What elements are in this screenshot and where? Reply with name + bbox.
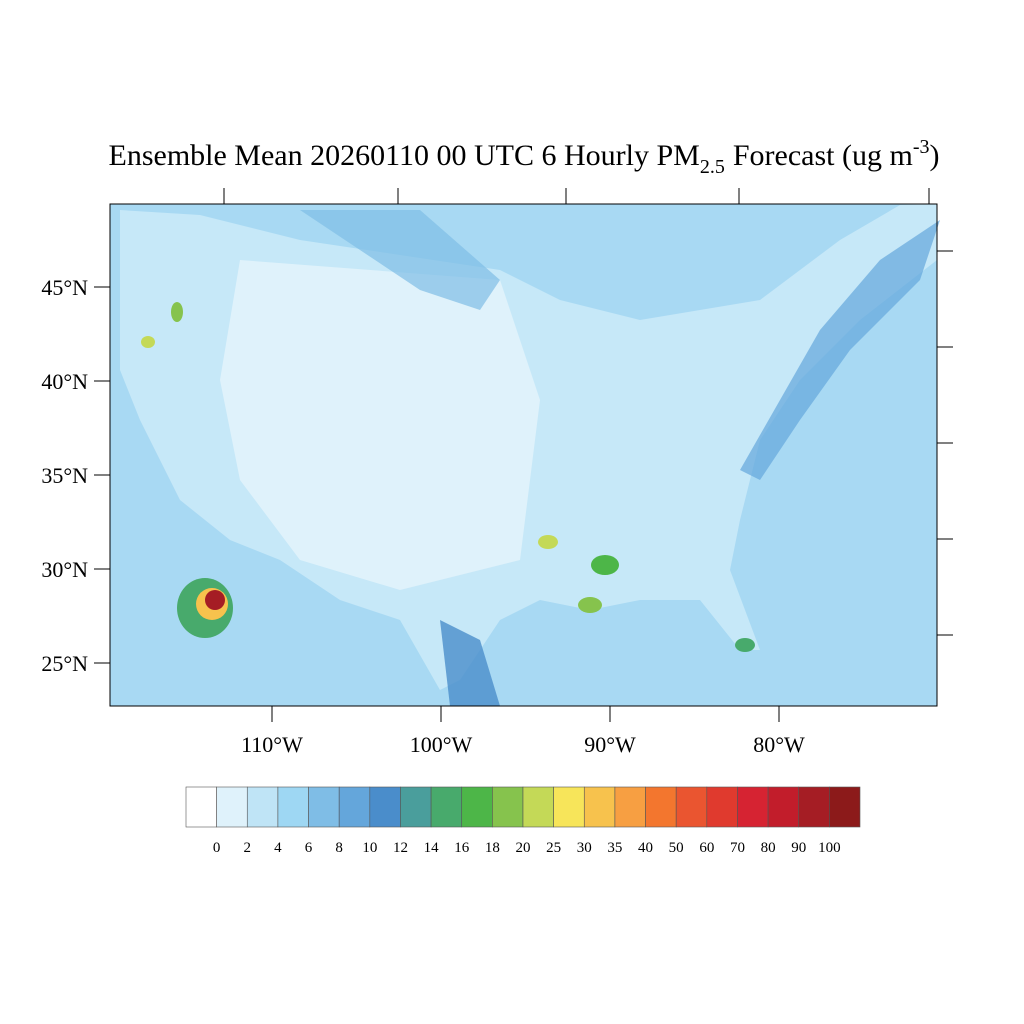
colorbar-label: 100 [818, 840, 841, 856]
colorbar-box [675, 786, 708, 828]
colorbar-label: 80 [761, 840, 776, 856]
lat-label: 40°N [41, 369, 88, 394]
colorbar-box [246, 786, 279, 828]
colorbar-label: 4 [274, 840, 282, 856]
colorbar-box [277, 786, 309, 828]
plume [740, 220, 940, 480]
colorbar-box [706, 786, 738, 828]
colorbar-label: 70 [730, 840, 745, 856]
colorbar-label: 12 [393, 840, 408, 856]
hotspot [735, 638, 755, 652]
colorbar-box [583, 786, 616, 828]
colorbar-label: 90 [791, 840, 806, 856]
colorbar-box [553, 786, 585, 828]
plume [440, 620, 500, 706]
colorbar-box [829, 786, 861, 828]
colorbar-box [798, 786, 830, 828]
map [109, 188, 953, 707]
colorbar-box [737, 786, 769, 828]
lon-label: 90°W [584, 732, 636, 757]
hotspot [171, 302, 183, 322]
hotspot [538, 535, 558, 549]
colorbar-label: 30 [577, 840, 592, 856]
colorbar-box [308, 786, 340, 828]
title: Ensemble Mean 20260110 00 UTC 6 Hourly P… [109, 136, 940, 178]
hotspot [141, 336, 155, 348]
colorbar-label: 40 [638, 840, 653, 856]
title-sup: -3 [913, 136, 930, 158]
lon-label: 110°W [241, 732, 303, 757]
title-rest: Forecast (ug m [733, 139, 913, 172]
title-sub: 2.5 [700, 156, 725, 178]
lat-label: 30°N [41, 557, 88, 582]
colorbar-label: 10 [362, 840, 377, 856]
colorbar: 0 2 4 6 8 10 12 14 16 18 20 25 30 35 40 50 60 70 80 90 100 [185, 786, 861, 856]
colorbar-box [338, 786, 371, 828]
colorbar-box [614, 786, 646, 828]
colorbar-box [645, 786, 677, 828]
colorbar-label: 0 [213, 840, 221, 856]
hotspot [578, 597, 602, 613]
colorbar-label: 60 [699, 840, 714, 856]
colorbar-label: 8 [335, 840, 343, 856]
colorbar-label: 20 [516, 840, 531, 856]
map-frame [109, 203, 938, 707]
colorbar-box [400, 786, 432, 828]
colorbar-label: 50 [669, 840, 684, 856]
colorbar-label: 18 [485, 840, 500, 856]
colorbar-box [216, 786, 248, 828]
colorbar-box [522, 786, 554, 828]
frame-ticks [223, 188, 953, 636]
lat-label: 35°N [41, 463, 88, 488]
colorbar-label: 35 [607, 840, 622, 856]
colorbar-box [430, 786, 463, 828]
colorbar-box [767, 786, 800, 828]
colorbar-label: 6 [305, 840, 313, 856]
colorbar-box [185, 786, 217, 828]
clean-air [220, 260, 540, 590]
lon-label: 100°W [410, 732, 473, 757]
lat-label: 45°N [41, 275, 88, 300]
lat-label: 25°N [41, 651, 88, 676]
colorbar-box [461, 786, 493, 828]
axes: 45°N 40°N 35°N 30°N 25°N 110°W 100°W 90°W 80°W [41, 275, 805, 757]
hotspot [205, 590, 225, 610]
hotspot [591, 555, 619, 575]
title-end: ) [929, 139, 939, 172]
colorbar-box [492, 786, 524, 828]
colorbar-label: 25 [546, 840, 561, 856]
colorbar-box [369, 786, 401, 828]
colorbar-label: 14 [424, 840, 440, 856]
colorbar-label: 2 [244, 840, 252, 856]
lon-label: 80°W [753, 732, 805, 757]
plume [300, 210, 500, 310]
title-main: Ensemble Mean 20260110 00 UTC 6 Hourly P… [109, 139, 700, 172]
colorbar-label: 16 [454, 840, 470, 856]
